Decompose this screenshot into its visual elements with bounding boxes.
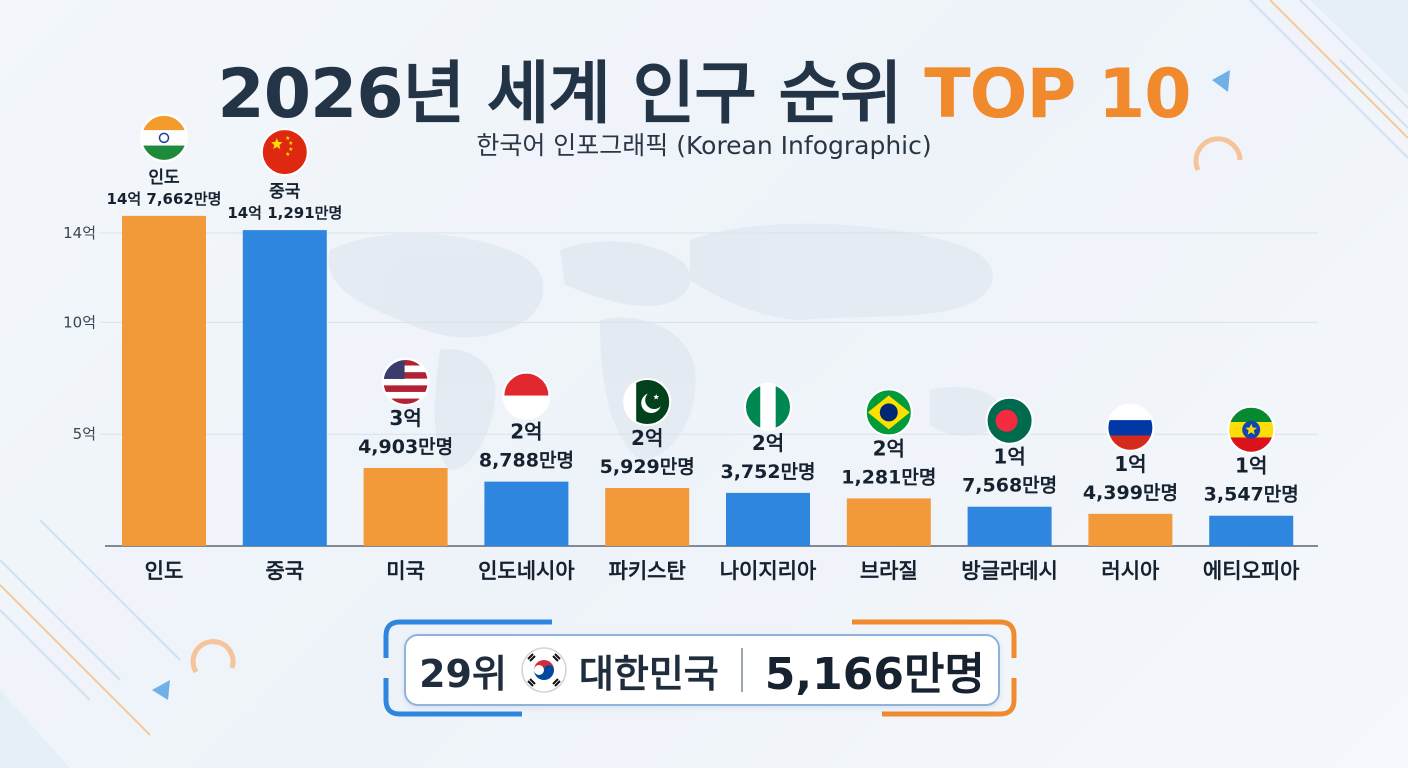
bar-파키스탄 bbox=[605, 488, 690, 546]
china-flag-icon bbox=[260, 128, 309, 177]
korea-flag-icon bbox=[521, 647, 567, 693]
x-category-label: 나이지리아 bbox=[720, 559, 817, 583]
data-label-line1: 2억 bbox=[510, 420, 542, 444]
corner-panel bbox=[0, 690, 70, 768]
x-category-label: 브라질 bbox=[860, 559, 918, 583]
russia-flag-icon bbox=[1106, 403, 1155, 452]
bar-중국 bbox=[242, 230, 327, 546]
data-label-line2: 8,788만명 bbox=[479, 450, 574, 472]
data-label-line1: 2억 bbox=[873, 436, 905, 460]
x-category-label: 러시아 bbox=[1101, 559, 1160, 583]
y-tick-label: 14억 bbox=[63, 224, 96, 242]
triangle-decoration bbox=[152, 680, 170, 700]
banner-frame bbox=[383, 619, 1017, 717]
bar-러시아 bbox=[1088, 513, 1173, 546]
data-label-line2: 3,752만명 bbox=[720, 461, 815, 483]
y-tick-label: 5억 bbox=[73, 425, 96, 443]
bar-인도네시아 bbox=[484, 481, 569, 546]
data-label-line1: 1억 bbox=[993, 445, 1025, 469]
x-category-label: 에티오피아 bbox=[1203, 559, 1300, 583]
ring-decoration bbox=[190, 639, 236, 674]
usa-flag-icon bbox=[381, 357, 430, 406]
data-label-line1: 인도 bbox=[148, 168, 180, 188]
data-label-line1: 1억 bbox=[1114, 452, 1146, 476]
data-label-line2: 14억 1,291만명 bbox=[227, 204, 342, 222]
bar-방글라데시 bbox=[967, 506, 1052, 546]
ethiopia-flag-icon bbox=[1227, 405, 1276, 454]
page-subtitle: 한국어 인포그래픽 (Korean Infographic) bbox=[476, 131, 932, 160]
bar-에티오피아 bbox=[1209, 515, 1294, 546]
title-accent: TOP 10 bbox=[924, 55, 1191, 134]
data-label-line2: 14억 7,662만명 bbox=[107, 190, 222, 208]
data-label-line1: 2억 bbox=[752, 431, 784, 455]
pakistan-flag-icon bbox=[623, 378, 672, 427]
korea-rank: 29위 bbox=[419, 651, 507, 696]
data-label-line2: 4,399만명 bbox=[1083, 482, 1178, 504]
banner-divider bbox=[740, 648, 743, 692]
data-label-line2: 1,281만명 bbox=[841, 466, 936, 488]
bar-인도 bbox=[122, 215, 206, 546]
title-main: 2026년 세계 인구 순위 bbox=[217, 55, 902, 134]
data-label-line2: 3,547만명 bbox=[1204, 484, 1299, 506]
data-label-line2: 5,929만명 bbox=[600, 456, 695, 478]
x-category-label: 중국 bbox=[265, 559, 304, 583]
x-category-label: 인도네시아 bbox=[478, 559, 575, 583]
indonesia-flag-icon bbox=[502, 371, 551, 420]
bangladesh-flag-icon bbox=[985, 396, 1034, 445]
data-label-line1: 2억 bbox=[631, 426, 663, 450]
x-category-label: 파키스탄 bbox=[609, 559, 686, 583]
x-category-label: 미국 bbox=[386, 559, 425, 583]
india-flag-icon bbox=[140, 113, 188, 162]
korea-population: 5,166만명 bbox=[764, 649, 985, 700]
korea-rank-banner: 29위 대한민국 5,166만명 bbox=[382, 618, 1018, 718]
x-category-label: 방글라데시 bbox=[961, 559, 1058, 583]
banner-content: 29위 대한민국 5,166만명 bbox=[404, 634, 1000, 706]
data-label-line1: 1억 bbox=[1235, 454, 1267, 478]
data-label-line1: 3억 bbox=[389, 406, 421, 430]
data-label-line2: 4,903만명 bbox=[358, 436, 453, 458]
page-title: 2026년 세계 인구 순위 TOP 10 bbox=[0, 38, 1408, 137]
bar-나이지리아 bbox=[726, 492, 810, 546]
data-label-line1: 중국 bbox=[269, 182, 301, 202]
data-label-line2: 7,568만명 bbox=[962, 475, 1057, 497]
x-category-label: 인도 bbox=[145, 559, 184, 583]
nigeria-flag-icon bbox=[744, 382, 792, 431]
bar-브라질 bbox=[846, 498, 931, 546]
brazil-flag-icon bbox=[864, 388, 913, 437]
y-tick-label: 10억 bbox=[63, 313, 96, 331]
bar-미국 bbox=[363, 467, 448, 546]
korea-country: 대한민국 bbox=[578, 651, 719, 696]
